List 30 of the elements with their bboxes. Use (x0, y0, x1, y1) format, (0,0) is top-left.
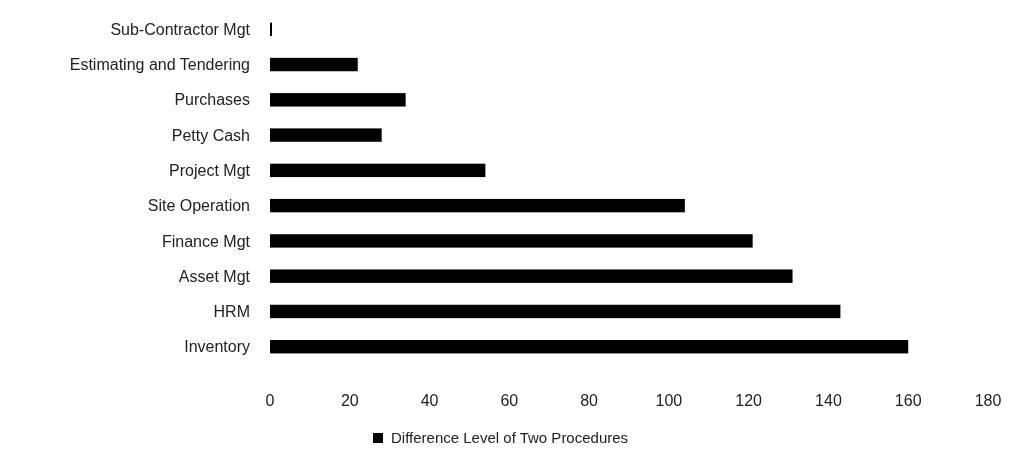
x-tick-label: 140 (815, 392, 842, 409)
y-tick-label: Estimating and Tendering (69, 56, 250, 74)
bar (270, 304, 841, 319)
x-tick-label: 60 (500, 392, 519, 409)
bar (270, 269, 793, 283)
y-tick-label: Petty Cash (171, 126, 250, 144)
y-tick-label: Purchases (174, 91, 250, 109)
bar (270, 340, 909, 354)
y-tick-label: Inventory (184, 338, 250, 356)
bar (270, 234, 753, 248)
x-tick-label: 80 (580, 392, 599, 409)
x-tick-label: 180 (974, 392, 1002, 409)
x-tick-label: 0 (265, 392, 275, 409)
x-tick-label: 40 (420, 392, 439, 409)
x-tick-label: 100 (655, 392, 683, 409)
y-tick-label: Sub-Contractor Mgt (110, 20, 251, 38)
bar (270, 198, 685, 213)
x-tick-label: 20 (340, 392, 359, 409)
x-tick-label: 120 (735, 392, 763, 409)
y-tick-label: Finance Mgt (161, 232, 251, 250)
y-tick-label: Project Mgt (169, 161, 251, 179)
bar (270, 163, 486, 178)
y-tick-label: Site Operation (147, 197, 250, 215)
bar (270, 93, 406, 107)
x-tick-label: 160 (894, 392, 922, 409)
bar (270, 57, 358, 72)
legend-label: Difference Level of Two Procedures (391, 429, 629, 447)
y-tick-label: HRM (213, 303, 250, 321)
bar (270, 128, 382, 142)
y-tick-label: Asset Mgt (178, 267, 251, 285)
